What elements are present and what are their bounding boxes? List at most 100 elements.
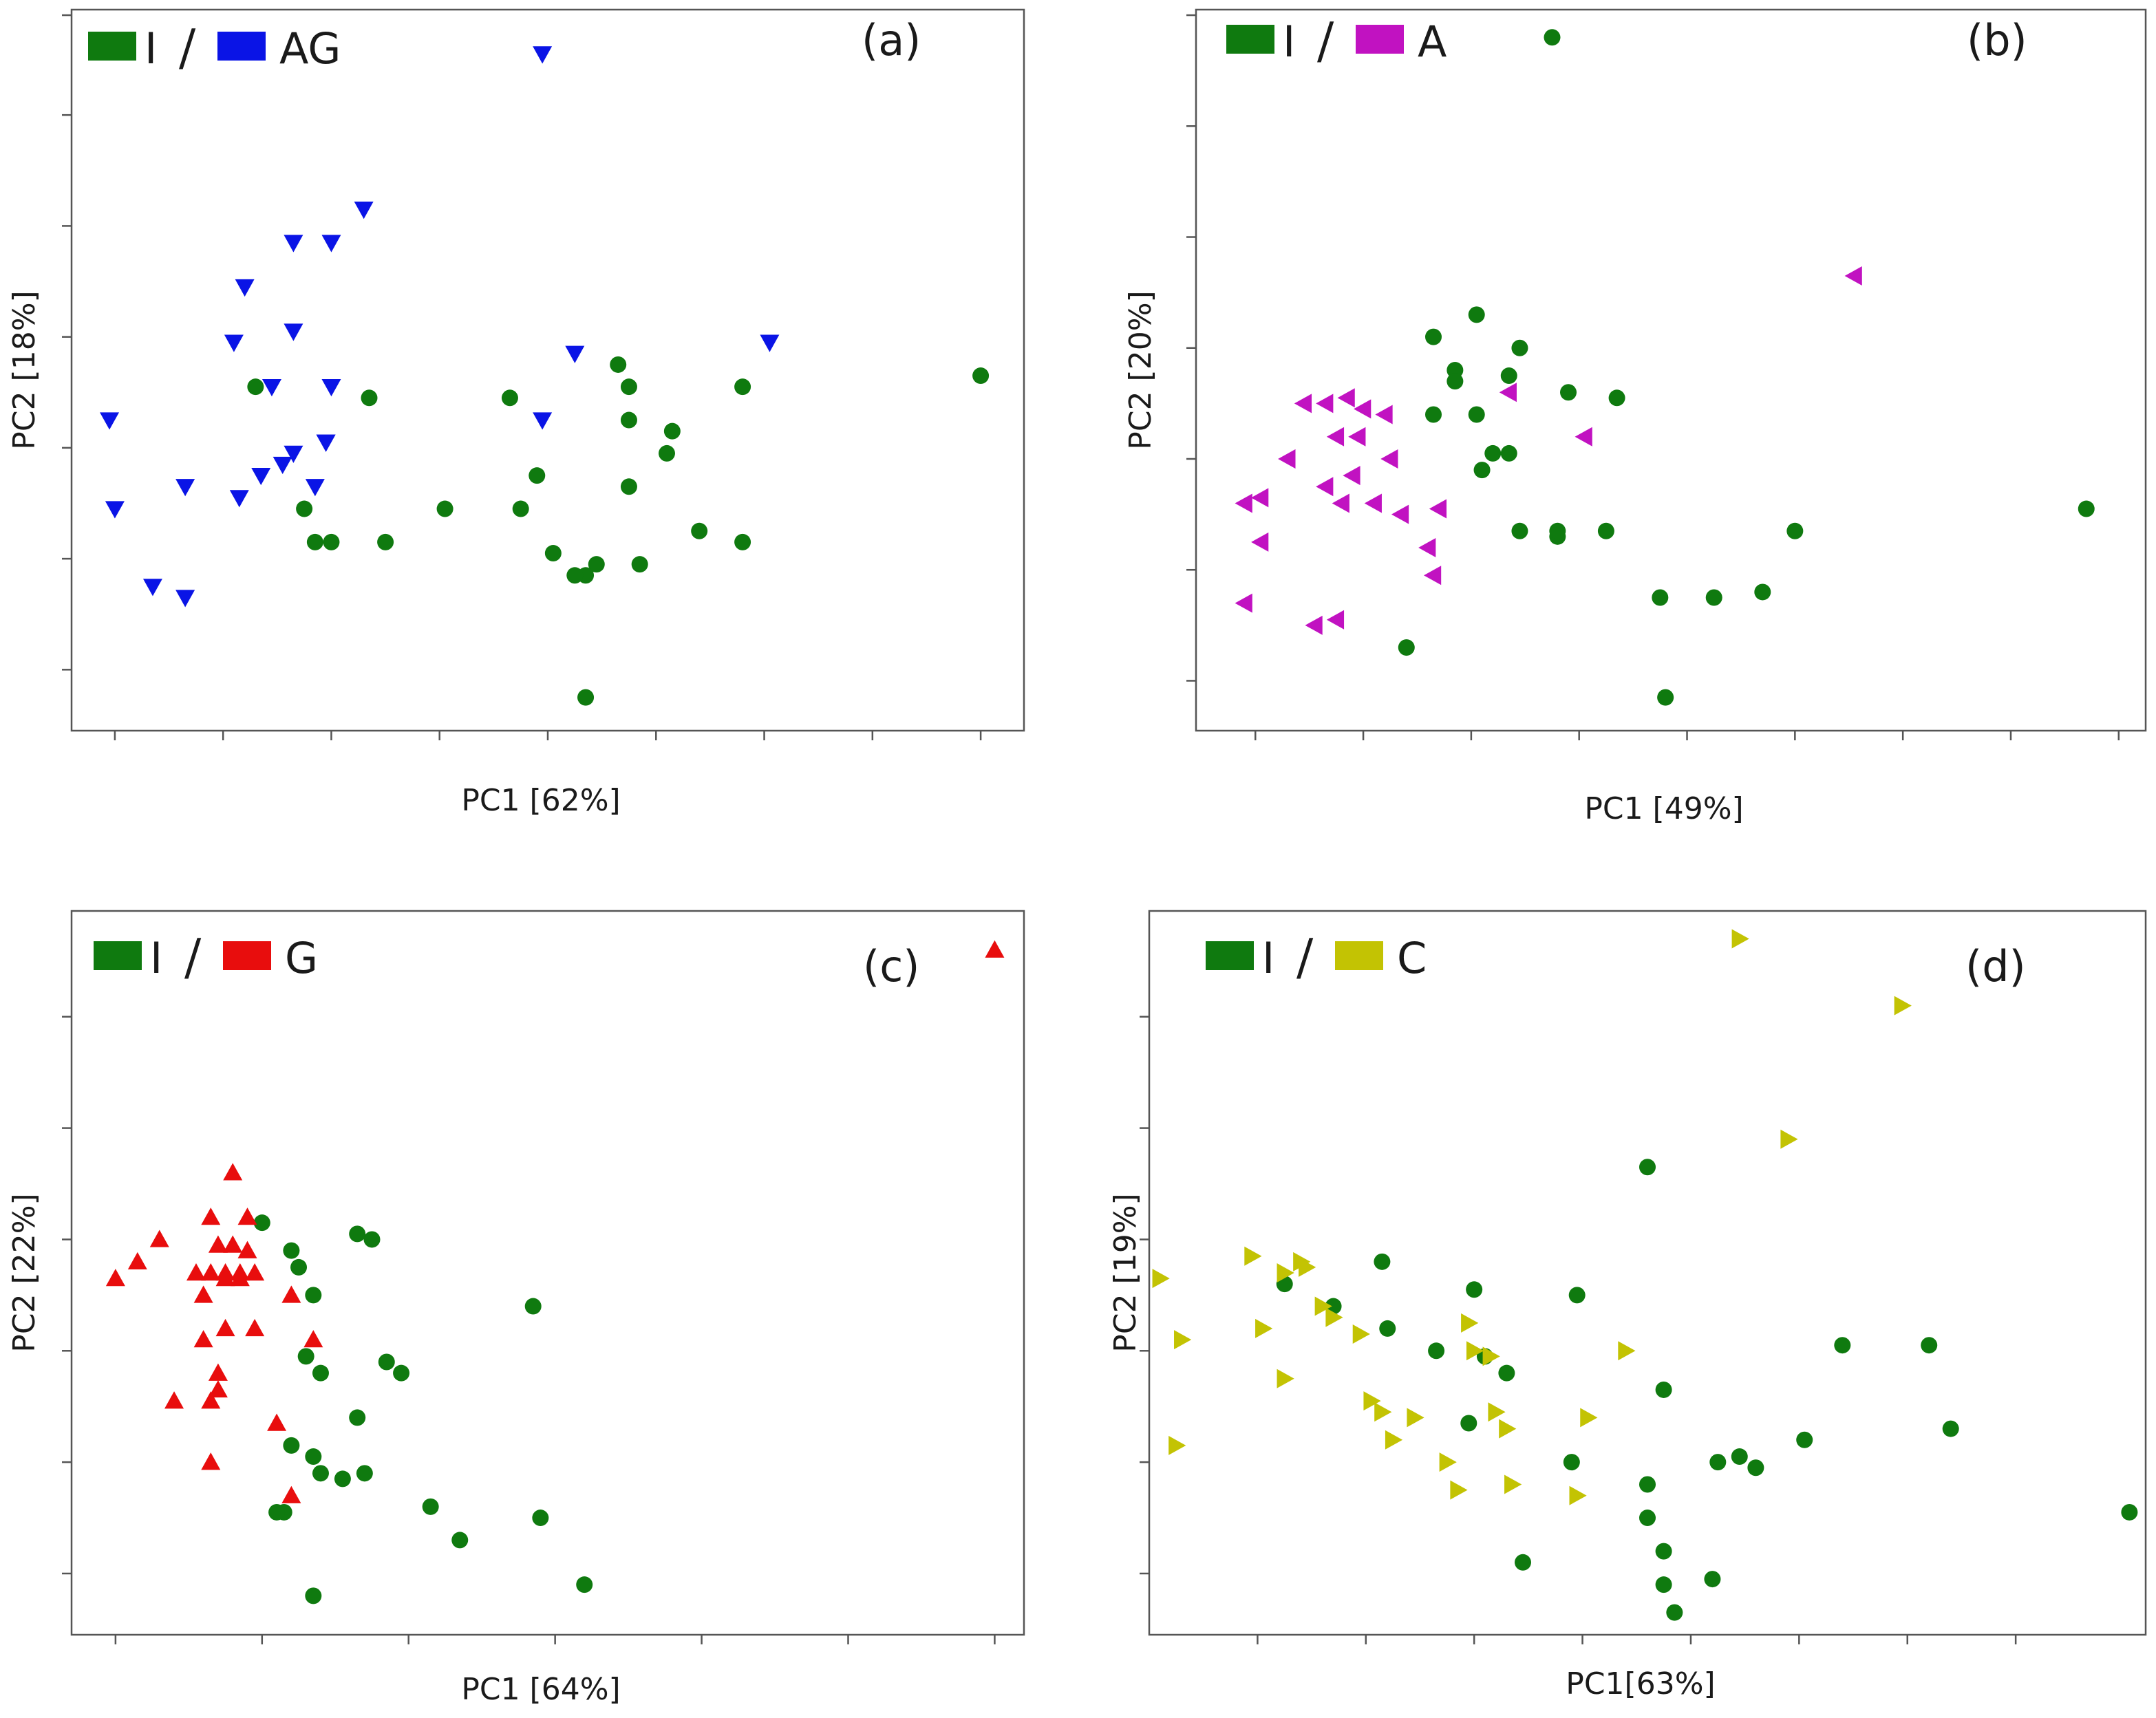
data-point bbox=[127, 1252, 147, 1270]
data-point bbox=[208, 1235, 228, 1253]
data-point bbox=[223, 1163, 243, 1181]
data-point bbox=[201, 1263, 221, 1281]
data-point bbox=[361, 389, 378, 407]
data-point bbox=[1314, 1296, 1332, 1316]
data-point bbox=[297, 1348, 314, 1365]
data-point bbox=[1343, 466, 1360, 486]
data-point bbox=[1278, 449, 1296, 469]
data-point bbox=[1834, 1337, 1851, 1354]
data-point bbox=[1294, 394, 1312, 414]
data-point bbox=[1709, 1454, 1727, 1471]
data-point bbox=[312, 1364, 329, 1382]
data-point bbox=[100, 412, 120, 430]
data-point bbox=[1747, 1459, 1764, 1477]
legend-separator: / bbox=[1296, 928, 1314, 986]
data-point bbox=[321, 378, 341, 397]
data-point bbox=[1398, 639, 1415, 656]
data-point bbox=[533, 46, 553, 64]
legend-label: G bbox=[285, 933, 318, 983]
data-point bbox=[1894, 996, 1912, 1016]
series-ag bbox=[100, 46, 780, 608]
data-point bbox=[237, 1207, 257, 1225]
panel-c: PC1 [64%] PC2 [22%] (c) I / G bbox=[7, 910, 1025, 1707]
data-point bbox=[290, 1258, 308, 1276]
data-point bbox=[1168, 1435, 1186, 1455]
data-point bbox=[1652, 589, 1669, 606]
data-point bbox=[186, 1263, 206, 1281]
series-i bbox=[1276, 1159, 2138, 1621]
data-point bbox=[566, 567, 584, 584]
data-point bbox=[1305, 615, 1323, 635]
legend: I / G bbox=[94, 928, 318, 986]
x-axis-label: PC1 [49%] bbox=[1584, 791, 1743, 826]
data-point bbox=[1424, 566, 1442, 586]
data-point bbox=[245, 1263, 265, 1281]
data-point bbox=[1780, 1129, 1798, 1149]
data-point bbox=[393, 1364, 410, 1382]
data-point bbox=[193, 1330, 213, 1348]
data-point bbox=[1235, 493, 1252, 513]
data-point bbox=[529, 467, 546, 484]
panel-b: PC1 [49%] PC2 [20%] (b) I / A bbox=[1123, 8, 2147, 826]
data-point bbox=[247, 378, 264, 396]
data-point bbox=[1354, 399, 1371, 419]
panel-label: (a) bbox=[862, 15, 921, 65]
series-i bbox=[253, 1214, 593, 1604]
legend-swatch bbox=[1226, 25, 1274, 54]
data-point bbox=[1152, 1269, 1170, 1289]
series-g bbox=[105, 940, 1005, 1503]
data-point bbox=[1325, 1307, 1343, 1327]
data-point bbox=[1666, 1604, 1683, 1621]
x-axis-label: PC1 [64%] bbox=[461, 1672, 620, 1707]
legend-swatch bbox=[88, 32, 136, 61]
legend-label: A bbox=[1418, 17, 1447, 67]
data-point bbox=[283, 1242, 300, 1259]
data-point bbox=[620, 411, 637, 429]
data-point bbox=[296, 500, 313, 517]
data-point bbox=[1316, 394, 1334, 414]
data-point bbox=[576, 1576, 593, 1593]
data-point bbox=[1618, 1341, 1636, 1361]
data-point bbox=[237, 1241, 257, 1258]
data-point bbox=[1580, 1408, 1598, 1428]
panel-a: PC1 [62%] PC2 [18%] (a) I / AG bbox=[7, 8, 1025, 818]
legend-label: I bbox=[1262, 933, 1274, 983]
y-axis-label: PC2 [22%] bbox=[7, 1193, 42, 1352]
data-point bbox=[1563, 1454, 1580, 1471]
data-point bbox=[1499, 383, 1517, 402]
data-point bbox=[268, 1503, 286, 1521]
data-point bbox=[533, 412, 553, 430]
data-point bbox=[532, 1510, 549, 1527]
legend-swatch bbox=[1206, 941, 1254, 970]
data-point bbox=[2078, 500, 2095, 517]
data-point bbox=[1244, 1246, 1262, 1266]
data-point bbox=[1705, 589, 1722, 606]
legend-swatch bbox=[217, 32, 266, 61]
data-point bbox=[1374, 1402, 1392, 1422]
legend-label: AG bbox=[279, 23, 341, 74]
data-point bbox=[734, 378, 751, 396]
data-point bbox=[1731, 929, 1749, 949]
data-point bbox=[1348, 427, 1366, 447]
data-point bbox=[349, 1225, 366, 1243]
data-point bbox=[251, 467, 271, 486]
data-point bbox=[321, 235, 341, 253]
data-point bbox=[284, 323, 303, 341]
data-point bbox=[1796, 1431, 1813, 1448]
data-point bbox=[1569, 1485, 1587, 1505]
data-point bbox=[1332, 493, 1349, 513]
x-axis-label: PC1 [62%] bbox=[461, 783, 620, 818]
data-point bbox=[436, 500, 453, 517]
data-point bbox=[1235, 593, 1252, 613]
data-point bbox=[1498, 1364, 1515, 1382]
data-point bbox=[378, 1353, 395, 1371]
data-point bbox=[422, 1498, 439, 1515]
data-point bbox=[281, 1485, 301, 1503]
data-point bbox=[1364, 493, 1382, 513]
data-point bbox=[1488, 1402, 1506, 1422]
data-point bbox=[229, 490, 249, 508]
data-point bbox=[1425, 406, 1442, 423]
data-point bbox=[215, 1318, 235, 1337]
data-point bbox=[1511, 339, 1528, 356]
